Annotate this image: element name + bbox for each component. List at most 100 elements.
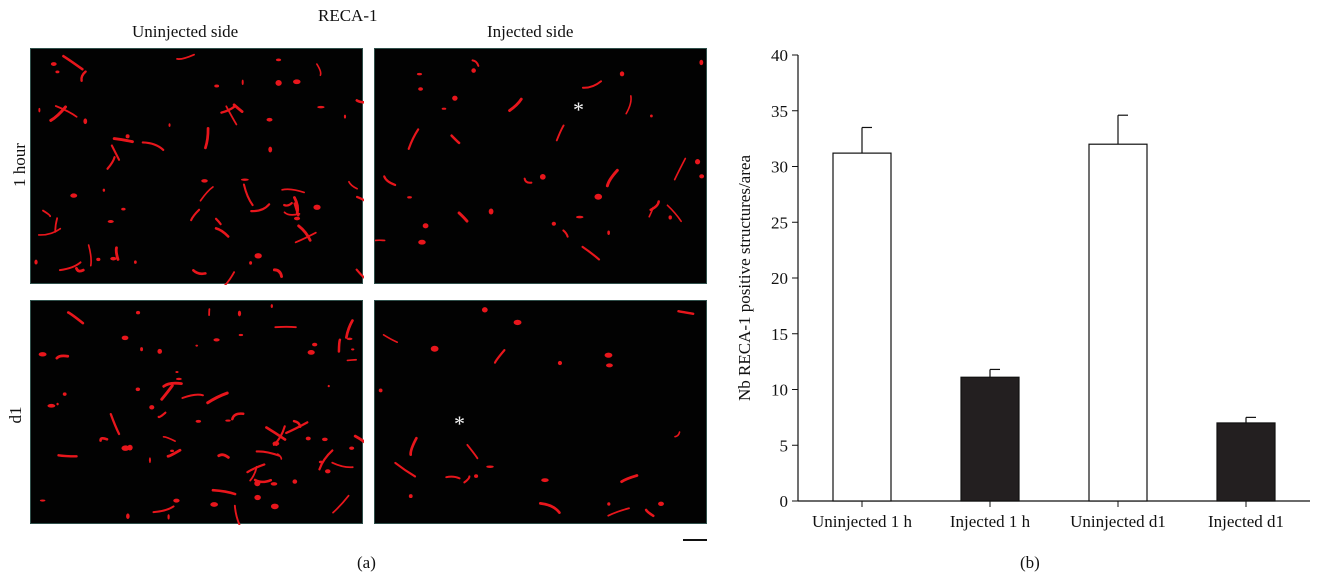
vessel-dot <box>62 392 67 396</box>
vessel-dot <box>254 253 262 259</box>
vessel-segment <box>316 63 322 77</box>
vessel-dot <box>195 344 199 347</box>
vessel-dot <box>699 59 704 66</box>
vessel-dot <box>305 436 311 441</box>
vessel-dot <box>407 196 412 199</box>
vessel-segment <box>57 454 78 458</box>
vessel-dot <box>605 363 613 368</box>
vessel-dot <box>175 371 179 374</box>
vessel-segment <box>49 105 67 122</box>
vessel-dot <box>110 256 117 261</box>
vessel-segment <box>407 128 420 150</box>
vessel-dot <box>56 402 59 406</box>
y-ticks: 0 5 10 15 20 25 30 35 40 <box>771 46 798 511</box>
vessel-segment <box>37 227 62 236</box>
vessel-segment <box>54 217 59 233</box>
vessel-dot <box>96 257 101 262</box>
vessel-dot <box>695 159 701 165</box>
vessel-segment <box>644 508 655 518</box>
vessel-segment <box>463 475 471 484</box>
vessel-dot <box>275 80 282 86</box>
vessel-dot <box>50 62 57 66</box>
vessel-dot <box>173 498 180 503</box>
x-tick-label: Injected d1 <box>1208 512 1284 531</box>
vessel-segment <box>348 180 358 190</box>
vessel-segment <box>55 354 70 360</box>
vessel-dot <box>418 87 424 91</box>
vessel-segment <box>331 461 354 469</box>
vessel-dot <box>343 114 347 119</box>
bar <box>960 376 1020 502</box>
vessel-dot <box>346 337 353 341</box>
vessel-dot <box>486 465 494 468</box>
vessel-dot <box>422 223 429 229</box>
vessel-dot <box>149 405 155 410</box>
vessel-dot <box>317 105 325 109</box>
vessel-segment <box>297 224 312 242</box>
vessel-dot <box>349 446 355 450</box>
vessel-segment <box>353 434 364 444</box>
vessel-segment <box>225 105 238 126</box>
vessel-dot <box>83 118 88 125</box>
vessel-dot <box>237 310 242 317</box>
vessel-segment <box>555 124 565 142</box>
vessel-segment <box>293 196 300 215</box>
micrograph-injected-d1: * <box>374 300 707 524</box>
vessel-dot <box>148 457 151 464</box>
vessel-segment <box>409 436 418 457</box>
vessel-dot <box>452 95 458 101</box>
vessel-segment <box>233 504 241 525</box>
vessel-segment <box>54 105 78 118</box>
vessel-segment <box>160 384 174 401</box>
vessel-segment <box>332 494 350 514</box>
vessel-dot <box>102 188 106 192</box>
vessel-dot <box>34 259 38 265</box>
vessel-dot <box>47 403 56 408</box>
vessel-dot <box>293 216 301 221</box>
vessel-dot <box>107 220 114 223</box>
micrograph-uninjected-1hour <box>30 48 364 285</box>
vessel-segment <box>450 134 461 145</box>
vessel-dot <box>39 499 46 502</box>
y-tick-label: 35 <box>771 102 788 121</box>
vessel-dot <box>307 349 315 355</box>
vessel-dot <box>213 338 220 342</box>
vessel-segment <box>199 186 214 202</box>
vessel-segment <box>649 200 660 212</box>
vessel-dot <box>318 460 324 464</box>
vessel-dot <box>238 333 244 337</box>
vessel-dot <box>170 449 175 453</box>
vessel-dot <box>268 146 273 153</box>
vessel-dot <box>658 501 664 506</box>
vessel-segment <box>157 411 167 419</box>
vessel-dot <box>201 179 208 183</box>
vessel-dot <box>312 342 318 347</box>
vessel-layer <box>34 53 364 285</box>
row-label-d1: d1 <box>6 406 25 424</box>
y-tick-label: 30 <box>771 158 788 177</box>
vessel-segment <box>255 450 281 457</box>
vessel-dot <box>133 260 137 264</box>
vessel-segment <box>538 502 561 514</box>
vessel-dot <box>254 494 261 501</box>
vessel-dot <box>38 352 47 357</box>
vessel-segment <box>162 435 176 442</box>
bar-chart: Nb RECA-1 positive structures/area 0 5 10 1… <box>735 46 1310 531</box>
vessel-segment <box>666 204 682 223</box>
vessel-dot <box>135 310 141 315</box>
vessel-dot <box>293 79 301 85</box>
vessel-segment <box>471 59 480 67</box>
vessel-segment <box>466 443 479 460</box>
vessel-segment <box>355 99 364 104</box>
vessel-dot <box>240 178 249 181</box>
vessel-dot <box>38 107 41 113</box>
y-tick-label: 40 <box>771 46 788 65</box>
vessel-segment <box>285 421 309 435</box>
vessel-segment <box>355 195 364 202</box>
vessel-segment <box>581 245 601 261</box>
vessel-dot <box>292 479 298 484</box>
vessel-segment <box>562 229 569 238</box>
vessel-segment <box>337 338 342 353</box>
vessel-dot <box>121 207 126 211</box>
vessel-dot <box>254 480 261 487</box>
